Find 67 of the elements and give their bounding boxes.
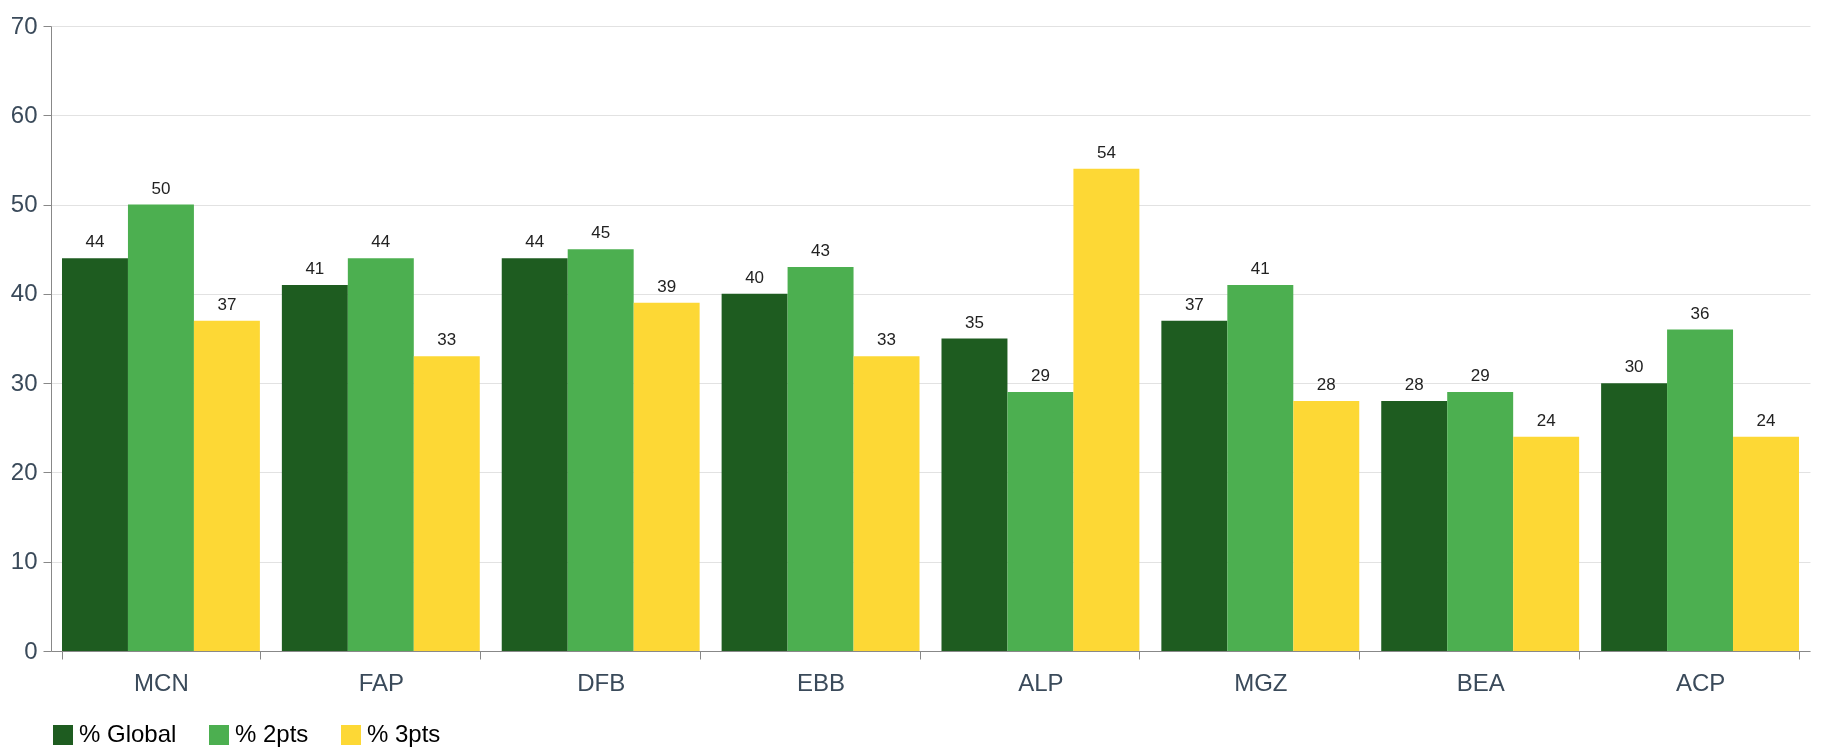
x-tick-label: ACP	[1675, 668, 1726, 696]
data-label: 28	[1404, 375, 1424, 394]
bar	[1073, 168, 1140, 651]
data-label: 39	[657, 276, 677, 296]
data-label: 33	[437, 330, 457, 350]
data-label: 28	[1316, 375, 1336, 394]
legend-label: % 3pts	[367, 720, 441, 747]
data-label: 45	[591, 223, 611, 243]
data-label: 33	[877, 330, 896, 350]
legend-label: % 2pts	[235, 720, 309, 747]
bar	[193, 320, 260, 651]
y-tick-label: 0	[24, 636, 38, 664]
data-label: 44	[85, 232, 105, 252]
bar	[1381, 401, 1448, 651]
data-label: 40	[745, 267, 765, 287]
y-tick-label: 10	[10, 547, 38, 575]
data-label: 41	[305, 258, 325, 278]
bar	[787, 267, 854, 651]
data-label: 54	[1096, 142, 1116, 162]
y-tick-label: 50	[10, 190, 38, 218]
y-tick-label: 40	[10, 279, 38, 307]
bar	[567, 249, 634, 651]
x-tick-label: MCN	[134, 668, 189, 696]
data-label: 44	[525, 232, 545, 252]
data-label: 24	[1536, 410, 1556, 430]
bar	[61, 258, 128, 651]
data-label: 43	[811, 241, 831, 261]
x-tick-label: BEA	[1456, 668, 1505, 696]
bar	[1161, 320, 1228, 651]
bar	[1227, 284, 1294, 651]
bar	[1293, 401, 1360, 651]
data-label: 36	[1690, 303, 1710, 323]
y-tick-label: 20	[10, 457, 38, 485]
data-label: 37	[217, 294, 237, 314]
bar	[413, 356, 480, 651]
data-label: 24	[1756, 410, 1776, 430]
x-tick-label: EBB	[797, 668, 846, 696]
data-label: 44	[371, 232, 391, 252]
y-tick-label: 70	[10, 11, 38, 39]
legend-label: % Global	[79, 720, 177, 747]
bar	[721, 293, 788, 651]
data-label: 29	[1470, 366, 1490, 386]
bar	[1601, 383, 1668, 651]
x-tick-label: ALP	[1018, 668, 1064, 696]
y-tick-label: 60	[10, 100, 38, 128]
bar	[347, 258, 414, 651]
x-tick-label: FAP	[358, 668, 404, 696]
bar	[127, 204, 194, 651]
data-label: 29	[1030, 366, 1050, 386]
bar	[1667, 329, 1734, 651]
data-label: 37	[1184, 294, 1204, 314]
bar	[281, 284, 348, 651]
bar	[501, 258, 568, 651]
bar	[633, 302, 700, 651]
bar	[941, 338, 1008, 651]
x-tick-label: DFB	[577, 668, 626, 696]
bar	[1733, 436, 1800, 651]
bar	[1513, 436, 1580, 651]
bar	[853, 356, 920, 651]
data-label: 30	[1624, 357, 1644, 377]
bar	[1007, 392, 1074, 651]
data-label: 35	[965, 312, 984, 332]
data-label: 50	[151, 178, 171, 198]
y-tick-label: 30	[10, 368, 38, 396]
bar	[1447, 392, 1514, 651]
data-label: 41	[1250, 258, 1270, 278]
x-tick-label: MGZ	[1234, 668, 1288, 696]
